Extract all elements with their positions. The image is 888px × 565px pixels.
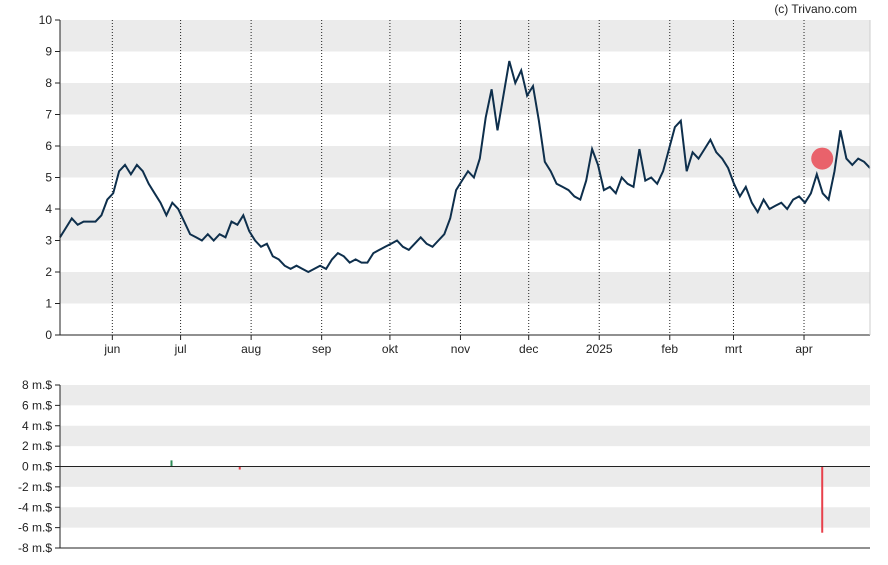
x-tick-label: sep	[312, 342, 332, 356]
x-tick-label: aug	[241, 342, 261, 356]
price-chart-frame	[59, 20, 871, 336]
x-tick-label: okt	[382, 342, 399, 356]
band	[60, 385, 870, 406]
y-tick-label: -4 m.$	[18, 500, 52, 514]
y-tick-label: 1	[45, 297, 52, 311]
y-tick-label: -8 m.$	[18, 541, 52, 555]
band	[60, 146, 870, 178]
x-tick-label: apr	[795, 342, 812, 356]
y-tick-label: 4 m.$	[22, 419, 52, 433]
volume-bars	[170, 460, 824, 533]
volume-bar	[170, 460, 173, 467]
y-tick-label: 10	[39, 13, 53, 27]
y-tick-label: 3	[45, 234, 52, 248]
x-tick-label: mrt	[725, 342, 743, 356]
band	[60, 83, 870, 115]
price-chart-bands	[60, 20, 870, 304]
highlight-marker	[811, 147, 834, 170]
y-tick-label: 7	[45, 108, 52, 122]
band	[60, 209, 870, 241]
y-tick-label: -6 m.$	[18, 521, 52, 535]
x-tick-label: jul	[174, 342, 187, 356]
copyright-label: (c) Trivano.com	[774, 2, 857, 16]
volume-bar	[821, 466, 824, 533]
y-tick-label: 6 m.$	[22, 398, 52, 412]
y-tick-label: 0 m.$	[22, 460, 52, 474]
band	[60, 425, 870, 447]
y-tick-label: 5	[45, 171, 52, 185]
band	[60, 466, 870, 487]
y-tick-label: -2 m.$	[18, 480, 52, 494]
price-chart-y-axis: 0 1 2 3 4 5 6 7 8 9 10	[39, 13, 60, 342]
y-tick-label: 9	[45, 45, 52, 59]
volume-chart-bands	[60, 385, 870, 528]
volume-chart-frame	[59, 385, 870, 549]
band	[60, 20, 870, 52]
y-tick-label: 6	[45, 139, 52, 153]
volume-chart-y-axis: 8 m.$ 6 m.$ 4 m.$ 2 m.$ 0 m.$ -2 m.$ -4 m.$ -6 …	[18, 378, 60, 555]
x-tick-label: nov	[451, 342, 470, 356]
x-tick-label: jun	[103, 342, 120, 356]
y-tick-label: 8 m.$	[22, 378, 52, 392]
price-chart-x-axis: jun jul aug sep okt nov dec 2025 feb mrt apr	[103, 335, 813, 356]
x-tick-label: 2025	[586, 342, 613, 356]
band	[60, 507, 870, 528]
volume-bar	[238, 466, 241, 470]
y-tick-label: 4	[45, 202, 52, 216]
y-tick-label: 8	[45, 76, 52, 90]
y-tick-label: 2	[45, 265, 52, 279]
y-tick-label: 2 m.$	[22, 439, 52, 453]
x-tick-label: dec	[519, 342, 538, 356]
band	[60, 272, 870, 304]
x-tick-label: feb	[661, 342, 678, 356]
price-line	[59, 60, 871, 274]
y-tick-label: 0	[45, 328, 52, 342]
